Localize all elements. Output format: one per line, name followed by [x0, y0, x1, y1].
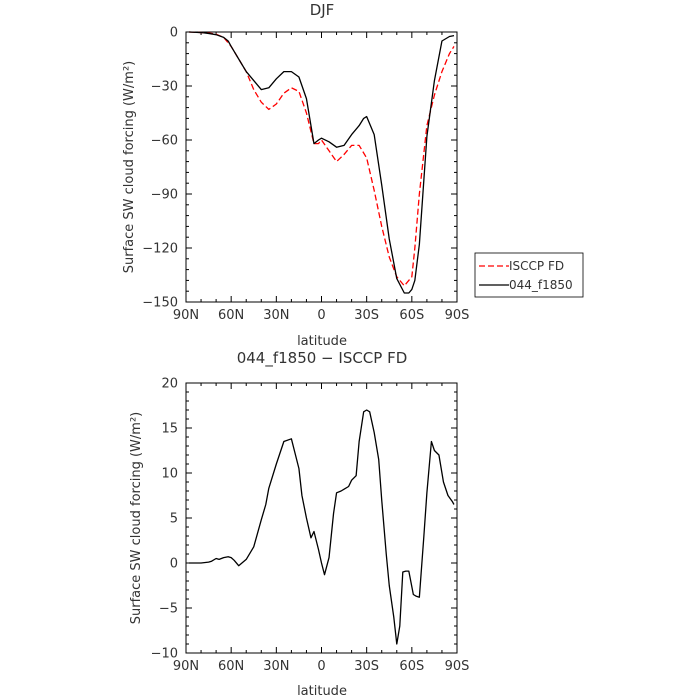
- panel-bottom-title: 044_f1850 − ISCCP FD: [237, 349, 408, 368]
- y-tick-label-top: −30: [151, 80, 178, 95]
- x-tick-label-top: 90S: [445, 308, 470, 323]
- x-tick-label-bottom: 60S: [399, 659, 424, 674]
- legend: ISCCP FD 044_f1850: [474, 252, 584, 298]
- legend-label-044-f1850: 044_f1850: [509, 278, 573, 292]
- x-tick-label-top: 60S: [399, 308, 424, 323]
- panel-bottom-ylabel: Surface SW cloud forcing (W/m²): [129, 412, 144, 624]
- y-tick-label-top: −90: [151, 188, 178, 203]
- y-tick-label-top: 0: [170, 26, 178, 41]
- y-tick-label-top: −150: [142, 296, 178, 311]
- panel-bottom-tick-labels: 90N 60N 30N 0 30S 60S 90S 20 15 10 5 0 −5 −10: [151, 377, 470, 675]
- y-tick-label-bottom: 10: [161, 467, 178, 482]
- plot-frame-top: [185, 31, 458, 303]
- panel-bottom-series: [189, 409, 455, 645]
- y-tick-label-bottom: −5: [159, 602, 178, 617]
- x-tick-label-bottom: 90S: [445, 659, 470, 674]
- y-tick-label-bottom: 15: [161, 422, 178, 437]
- panel-top-ylabel: Surface SW cloud forcing (W/m²): [122, 61, 137, 273]
- series-line-bottom-difference: [189, 409, 455, 645]
- x-tick-label-top: 60N: [218, 308, 244, 323]
- panel-bottom: 044_f1850 − ISCCP FD Surface SW cloud fo…: [129, 349, 469, 699]
- panel-top-title: DJF: [310, 1, 335, 19]
- panel-top-tick-labels: 90N 60N 30N 0 30S 60S 90S 0 −30 −60 −90 −120 −150: [142, 26, 469, 324]
- panel-bottom-axes: [185, 382, 458, 654]
- x-tick-label-top: 90N: [173, 308, 199, 323]
- x-tick-label-bottom: 90N: [173, 659, 199, 674]
- x-tick-label-bottom: 30S: [354, 659, 379, 674]
- panel-bottom-xlabel: latitude: [297, 684, 347, 699]
- x-tick-label-bottom: 0: [317, 659, 325, 674]
- y-tick-label-bottom: 20: [161, 377, 178, 392]
- x-tick-label-top: 30S: [354, 308, 379, 323]
- plot-frame-bottom: [185, 382, 458, 654]
- x-tick-label-bottom: 60N: [218, 659, 244, 674]
- panel-top-xlabel: latitude: [297, 334, 347, 349]
- x-tick-label-top: 0: [317, 308, 325, 323]
- panel-top-series: [188, 31, 455, 294]
- y-tick-label-bottom: 5: [170, 512, 178, 527]
- y-tick-label-bottom: 0: [170, 557, 178, 572]
- x-tick-label-top: 30N: [263, 308, 289, 323]
- legend-label-isccp-fd: ISCCP FD: [509, 259, 564, 273]
- panel-top: DJF Surface SW cloud forcing (W/m²) lati…: [122, 1, 469, 349]
- y-tick-label-top: −120: [142, 242, 178, 257]
- series-line-top-isccp-fd: [188, 31, 455, 287]
- series-line-top-044-f1850: [188, 31, 455, 294]
- legend-box: [474, 252, 584, 298]
- y-tick-label-bottom: −10: [151, 647, 178, 662]
- panel-top-axes: [185, 31, 458, 303]
- x-tick-label-bottom: 30N: [263, 659, 289, 674]
- y-tick-label-top: −60: [151, 134, 178, 149]
